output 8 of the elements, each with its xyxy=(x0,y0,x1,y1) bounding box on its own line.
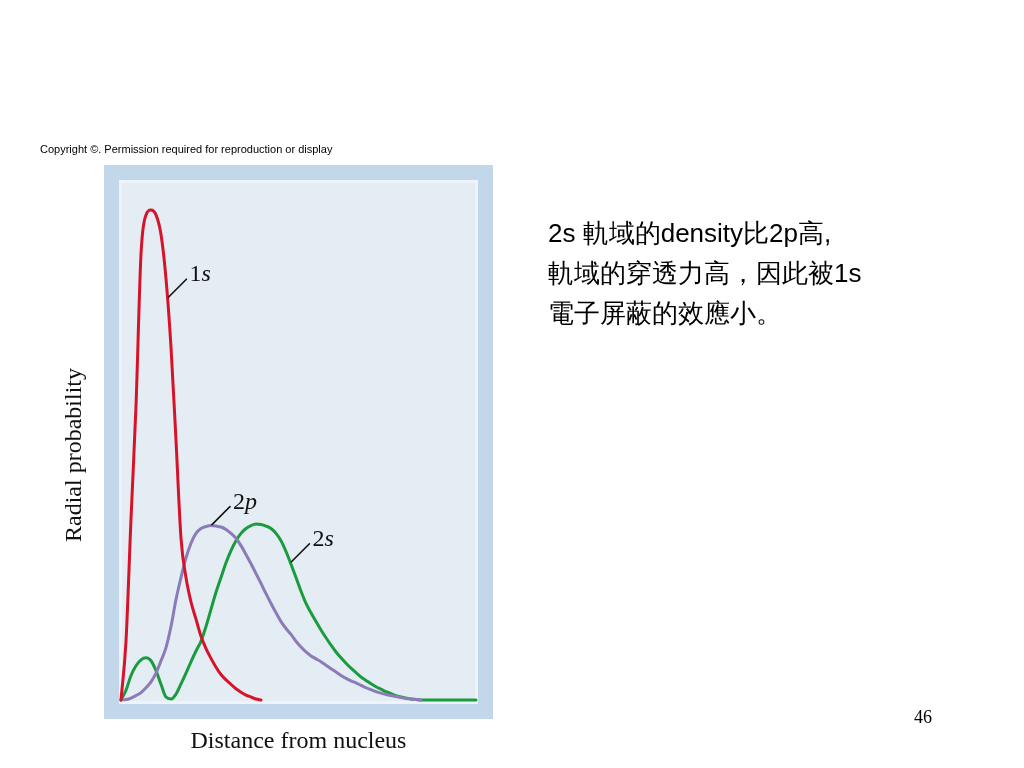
series-label: 2s xyxy=(312,524,334,551)
series-label: 2p xyxy=(233,487,257,514)
text: 46 xyxy=(914,706,932,728)
text: 2s 軌域的density比2p高, 軌域的穿透力高，因此被1s 電子屏蔽的效應小。 xyxy=(548,217,862,330)
series-label: 1s xyxy=(189,260,211,287)
text: Copyright ©. Permission required for reproduction or display xyxy=(40,142,333,156)
y-axis-title: Radial probability xyxy=(60,368,87,542)
x-axis-title: Distance from nucleus xyxy=(190,727,407,754)
